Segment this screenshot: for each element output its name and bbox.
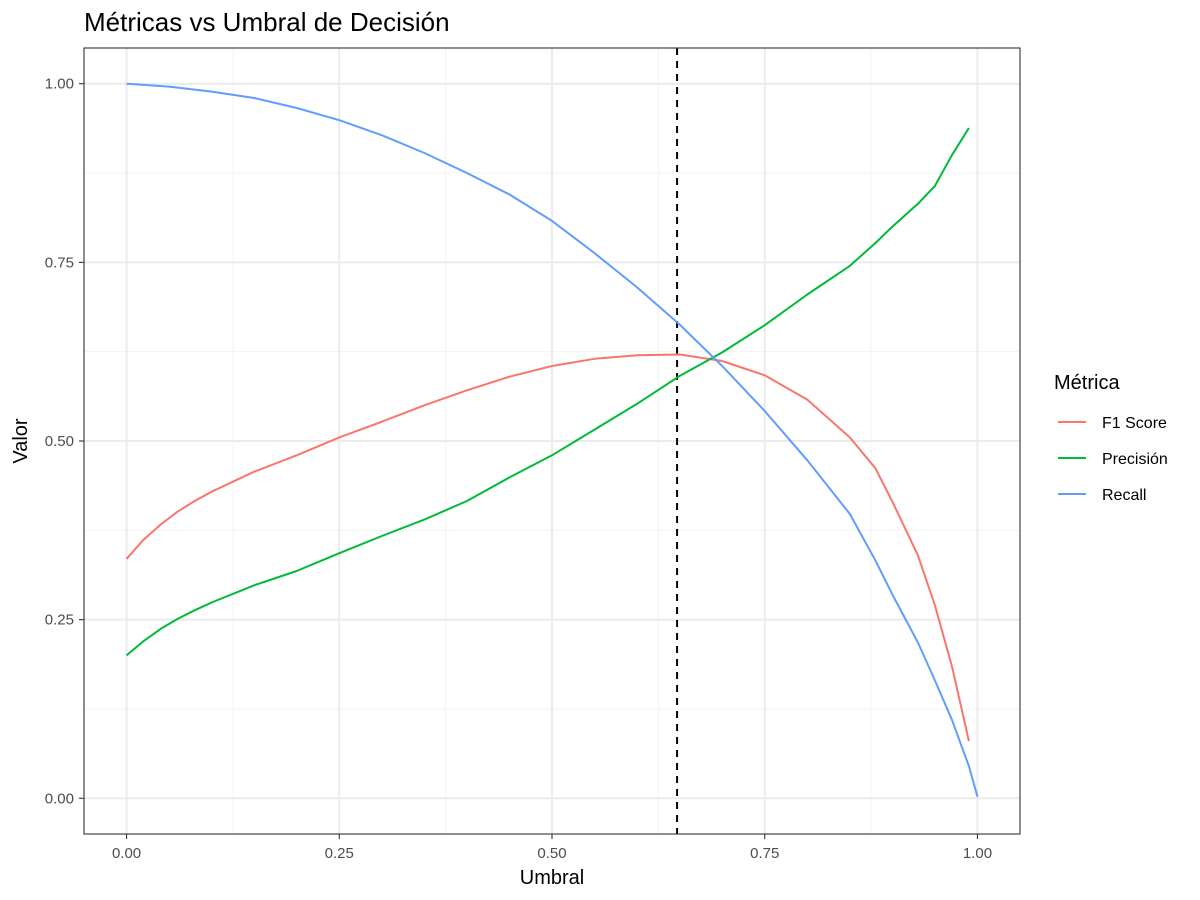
legend-title: Métrica bbox=[1054, 372, 1120, 394]
grid-lines bbox=[84, 48, 1020, 834]
x-tick-label: 0.75 bbox=[750, 845, 779, 862]
x-axis: 0.00 0.25 0.50 0.75 1.00 bbox=[112, 834, 992, 862]
x-tick-label: 0.25 bbox=[325, 845, 354, 862]
series-line-precisi-n bbox=[125, 127, 970, 657]
y-tick-label: 0.25 bbox=[45, 612, 74, 629]
legend-item: Precisión bbox=[1058, 451, 1168, 468]
series-line-f1-score bbox=[125, 353, 970, 742]
y-tick-label: 1.00 bbox=[45, 76, 74, 93]
plot-panel bbox=[83, 47, 1021, 835]
x-axis-title: Umbral bbox=[520, 867, 584, 889]
series-line-recall bbox=[126, 82, 979, 798]
chart-title: Métricas vs Umbral de Decisión bbox=[84, 7, 450, 37]
y-tick-label: 0.50 bbox=[45, 433, 74, 450]
y-tick-label: 0.75 bbox=[45, 254, 74, 271]
legend-label: Precisión bbox=[1102, 451, 1168, 468]
x-tick-label: 0.00 bbox=[112, 845, 141, 862]
legend-label: F1 Score bbox=[1102, 415, 1167, 432]
legend-items: F1 Score Precisión Recall bbox=[1058, 415, 1168, 504]
y-axis: 0.00 0.25 0.50 0.75 1.00 bbox=[45, 76, 84, 807]
legend-item: Recall bbox=[1058, 487, 1146, 504]
x-tick-label: 0.50 bbox=[537, 845, 566, 862]
legend-label: Recall bbox=[1102, 487, 1146, 504]
series-lines bbox=[125, 82, 979, 798]
x-tick-label: 1.00 bbox=[963, 845, 992, 862]
y-axis-title: Valor bbox=[10, 418, 32, 464]
legend: Métrica F1 Score Precisión Recall bbox=[1054, 372, 1168, 504]
y-tick-label: 0.00 bbox=[45, 790, 74, 807]
legend-item: F1 Score bbox=[1058, 415, 1167, 432]
